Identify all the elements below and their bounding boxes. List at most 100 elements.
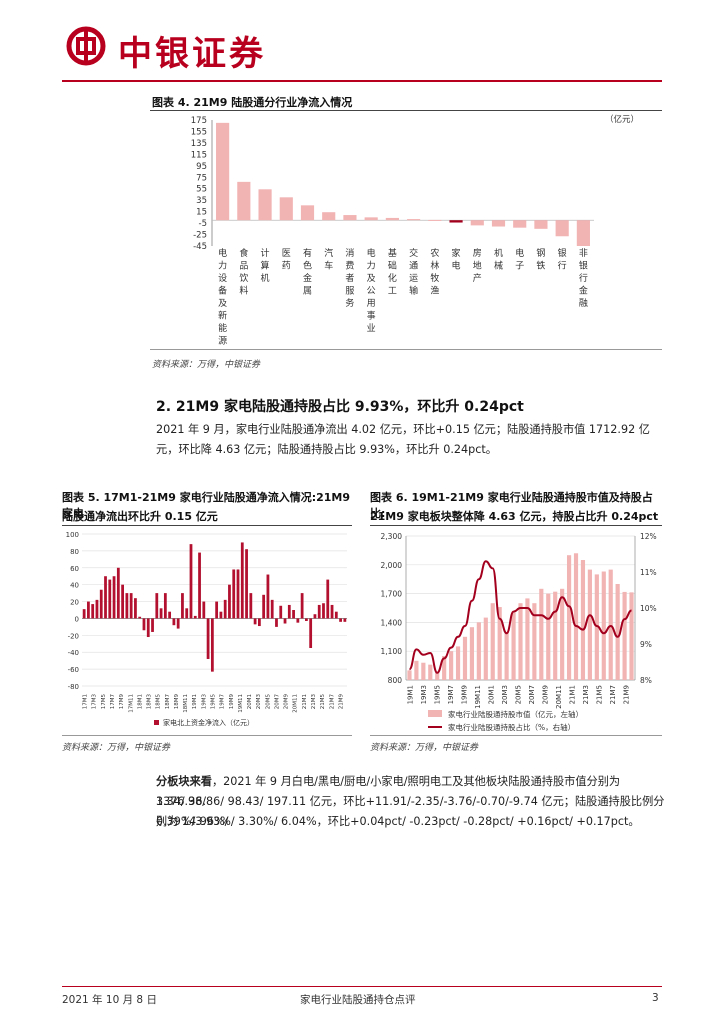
fig4-y-tick-label: 175: [191, 116, 207, 126]
fig5-bar: [95, 599, 99, 619]
fig6-bar: [615, 584, 620, 680]
fig4-category-label: 铁: [536, 260, 545, 272]
fig5-bar: [339, 618, 342, 622]
fig5-y-tick-label: -60: [68, 666, 79, 674]
fig4-category-label: 林: [430, 260, 439, 272]
fig6-bar: [560, 588, 565, 680]
fig5-y-tick-label: -80: [68, 683, 79, 691]
fig4-bar: [555, 220, 569, 237]
fig4-category-label: 行: [579, 272, 588, 284]
fig5-bar: [330, 604, 334, 619]
fig5-bar: [343, 618, 347, 622]
fig4-bar: [279, 197, 293, 221]
fig5-source: 资料来源：万得，中银证券: [62, 743, 171, 753]
fig5-bar: [172, 618, 176, 626]
fig6-bar: [469, 627, 475, 680]
fig5-bar: [134, 598, 137, 619]
fig6-x-tick-label: 21M1: [568, 685, 576, 704]
fig5-x-tick-label: 18M1: [137, 694, 143, 709]
fig4-bar: [576, 220, 590, 246]
fig4-bar: [364, 217, 378, 221]
fig6-bar: [462, 636, 468, 680]
fig4-y-tick-label: 15: [196, 208, 207, 218]
fig5-bar: [159, 608, 163, 619]
fig4-category-label: 用: [367, 298, 376, 309]
fig6-bar: [490, 603, 495, 680]
fig5-y-tick-label: 60: [70, 565, 79, 573]
fig4-y-tick-label: 155: [191, 127, 207, 137]
fig5-bar: [300, 593, 304, 619]
fig5-bar: [223, 599, 227, 619]
fig5-bar: [232, 569, 236, 619]
fig4-category-label: 金: [579, 285, 588, 297]
fig4-category-label: 务: [345, 297, 354, 309]
fig5-bar: [215, 601, 219, 619]
segment-lead: 分板块来看: [156, 775, 212, 788]
fig5-x-tick-label: 17M7: [110, 694, 116, 710]
fig6-x-tick-label: 20M9: [541, 685, 549, 704]
fig5-bar: [334, 611, 338, 619]
fig6-bar: [608, 569, 613, 680]
fig6-bar: [580, 560, 586, 680]
fig6-x-tick-label: 19M9: [461, 685, 469, 704]
fig6-bar: [532, 603, 537, 680]
fig5-bar: [257, 618, 261, 627]
fig6-bar: [629, 592, 634, 680]
fig4-category-label: 算: [261, 260, 270, 272]
fig4-y-tick-label: 75: [196, 173, 207, 183]
fig4-category-label: 业: [367, 323, 376, 334]
fig4-category-label: 银: [579, 260, 588, 272]
fig5-bar: [99, 589, 103, 619]
fig4-y-tick-label: 95: [196, 162, 207, 172]
fig4-source: 资料来源：万得，中银证券: [152, 360, 261, 370]
fig4-category-label: 地: [473, 260, 482, 272]
fig5-bar: [309, 618, 313, 648]
fig4-bar: [322, 212, 336, 221]
fig5-bar: [326, 579, 330, 619]
fig5-y-tick-label: 0: [75, 615, 79, 623]
fig5-x-tick-label: 21M7: [329, 694, 335, 710]
fig5-bar: [249, 593, 253, 619]
fig5-bar: [138, 616, 142, 619]
fig4-category-label: 消: [345, 247, 354, 259]
fig4-bar: [258, 189, 272, 221]
fig4-category-label: 家: [452, 247, 461, 259]
fig5-x-tick-label: 19M5: [211, 694, 217, 710]
fig4-bar: [343, 215, 357, 221]
fig4-bar: [300, 205, 315, 221]
fig4-y-tick-label: 135: [191, 139, 207, 149]
fig4-category-label: 机: [261, 272, 270, 284]
fig4-y-tick-label: 115: [191, 150, 207, 160]
fig5-bar: [112, 576, 116, 619]
fig5-x-tick-label: 21M5: [320, 694, 326, 710]
fig4-bar: [428, 219, 442, 221]
fig6-bar: [546, 593, 551, 680]
fig6-bar: [511, 612, 516, 680]
segment-line1: ，2021 年 9 月白电/黑电/厨电/小家电/照明电工及其他板块陆股通持股市值…: [156, 775, 621, 808]
fig6-x-tick-label: 21M7: [609, 685, 617, 704]
fig6-left-tick-label: 1,400: [381, 618, 403, 627]
fig5-bottom-rule: [62, 735, 352, 736]
fig6-right-tick-label: 9%: [640, 640, 652, 649]
fig5-y-tick-label: 80: [70, 548, 79, 556]
fig5-bar: [322, 603, 325, 619]
fig6-left-tick-label: 2,300: [381, 532, 403, 541]
fig4-category-label: 公: [367, 286, 376, 297]
fig4-bar: [237, 181, 251, 221]
fig5-bar: [168, 611, 172, 619]
fig4-category-label: 化: [388, 272, 397, 284]
fig5-bar: [87, 601, 90, 619]
fig4-category-label: 设: [218, 273, 227, 284]
fig4-category-label: 计: [261, 247, 270, 259]
fig4-category-label: 备: [218, 285, 227, 297]
fig4-category-label: 通: [409, 261, 418, 272]
fig6-x-tick-label: 19M11: [474, 685, 482, 709]
fig4-category-label: 渔: [430, 286, 439, 297]
fig5-bar: [142, 618, 146, 631]
fig4-category-label: 基: [388, 247, 397, 259]
fig5-bar: [270, 599, 274, 619]
fig6-bar: [476, 622, 481, 680]
fig5-x-tick-label: 18M3: [147, 694, 153, 710]
fig5-x-tick-label: 20M11: [293, 694, 299, 713]
fig5-bar: [253, 618, 257, 625]
